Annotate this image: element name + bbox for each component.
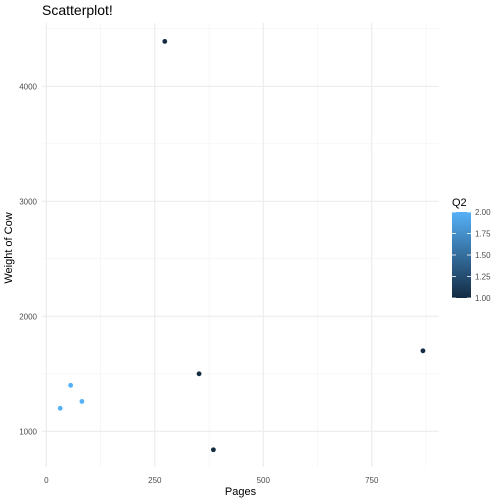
data-point xyxy=(210,447,216,453)
x-tick-label: 250 xyxy=(148,476,162,485)
data-point xyxy=(79,399,85,404)
grid xyxy=(42,23,439,467)
legend-title: Q2 xyxy=(452,197,467,209)
x-axis-label: Pages xyxy=(225,486,257,498)
data-point xyxy=(196,371,202,377)
data-point xyxy=(57,405,63,411)
y-tick-label: 1000 xyxy=(19,427,37,436)
y-tick-label: 4000 xyxy=(19,82,37,91)
y-ticks: 1000 2000 3000 4000 xyxy=(19,82,37,436)
chart-title: Scatterplot! xyxy=(42,2,113,18)
y-tick-label: 2000 xyxy=(19,312,37,321)
legend-tick-label: 1.50 xyxy=(475,251,491,260)
data-point xyxy=(68,382,74,388)
y-axis-label: Weight of Cow xyxy=(3,212,15,283)
data-point xyxy=(162,39,168,44)
data-point xyxy=(420,348,426,354)
points xyxy=(57,39,426,453)
y-tick-label: 3000 xyxy=(19,197,37,206)
x-ticks: 0 250 500 750 xyxy=(44,476,379,485)
legend-tick-label: 1.00 xyxy=(475,294,491,303)
legend-tick-label: 1.75 xyxy=(475,230,491,239)
legend-tick-label: 2.00 xyxy=(475,208,491,217)
x-tick-label: 500 xyxy=(257,476,271,485)
x-tick-label: 0 xyxy=(44,476,49,485)
x-tick-label: 750 xyxy=(365,476,379,485)
legend: Q2 1.00 1.25 1.50 1.75 2.00 xyxy=(452,197,491,303)
legend-ticks: 1.00 1.25 1.50 1.75 2.00 xyxy=(452,208,491,303)
legend-colorbar xyxy=(452,212,471,298)
legend-tick-label: 1.25 xyxy=(475,273,491,282)
